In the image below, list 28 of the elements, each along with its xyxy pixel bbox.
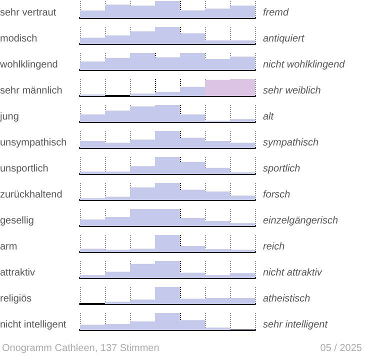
- y2-axis-title: sportlich: [263, 164, 301, 174]
- y-axis-title: gesellig: [0, 216, 34, 226]
- y-axis-title: nicht intelligent: [0, 320, 66, 330]
- y2-axis-title: sehr weiblich: [263, 86, 322, 96]
- y-axis-title: jung: [0, 112, 19, 122]
- y2-axis-title: antiquiert: [263, 34, 306, 44]
- y-axis-title: unsportlich: [0, 164, 48, 174]
- y2-axis-title: forsch: [263, 190, 291, 200]
- y2-axis-title: nicht wohlklingend: [263, 60, 346, 70]
- y2-axis-title: nicht attraktiv: [263, 268, 323, 278]
- y2-axis-title: einzelgängerisch: [263, 216, 338, 226]
- y-axis-title: attraktiv: [0, 268, 36, 278]
- y-axis-title: religiös: [0, 294, 32, 304]
- text: Onogramm Cathleen, 137 Stimmen: [2, 343, 160, 354]
- y2-axis-title: sympathisch: [263, 138, 320, 148]
- y2-axis-title: alt: [263, 112, 275, 122]
- y-axis-title: sehr vertraut: [0, 8, 56, 18]
- y-axis-title: unsympathisch: [0, 138, 67, 148]
- y-axis-title: zurückhaltend: [0, 190, 62, 200]
- y2-axis-title: atheistisch: [263, 294, 311, 304]
- y-axis-title: sehr männlich: [0, 86, 62, 96]
- y2-axis-title: fremd: [263, 8, 289, 18]
- y2-axis-title: reich: [263, 242, 286, 252]
- y-axis-title: arm: [0, 242, 18, 252]
- y2-axis-title: sehr intelligent: [263, 320, 329, 330]
- y-axis-title: modisch: [0, 34, 38, 44]
- y-axis-title: wohlklingend: [0, 60, 58, 70]
- text: 05 / 2025: [320, 343, 362, 354]
